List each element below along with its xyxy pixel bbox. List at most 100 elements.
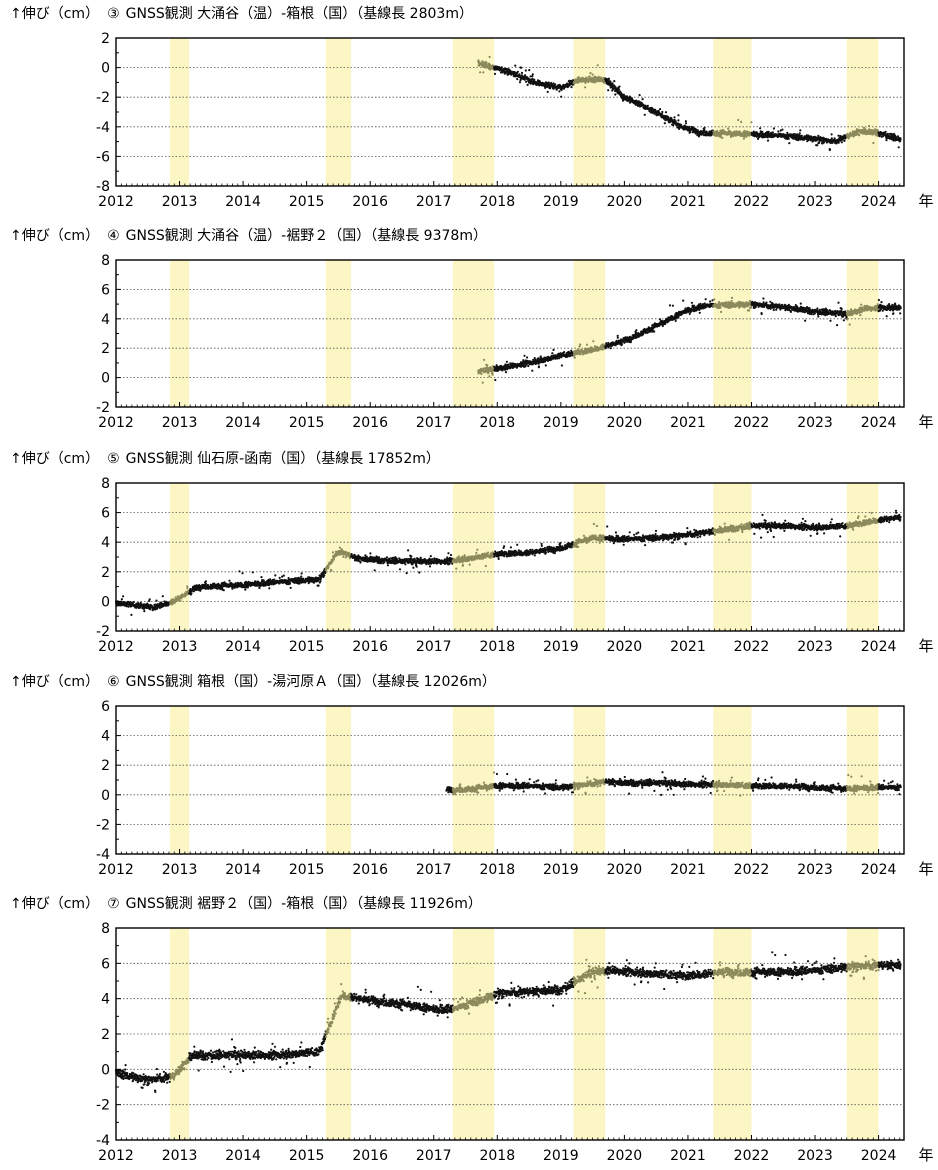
data-point [610, 347, 612, 349]
data-point [525, 69, 527, 71]
data-point [685, 122, 687, 124]
data-point [777, 130, 779, 132]
data-point [618, 86, 620, 88]
data-point [552, 349, 554, 351]
data-point [801, 135, 803, 137]
scatter-series [477, 56, 901, 151]
data-point [672, 305, 674, 307]
data-point [846, 316, 848, 318]
data-point [506, 361, 508, 363]
data-point [729, 307, 731, 309]
x-tick-label: 2023 [797, 194, 833, 210]
data-point [533, 79, 535, 81]
y-tick-label: 4 [101, 312, 110, 328]
data-point [885, 139, 887, 141]
data-point [846, 318, 848, 320]
highlight-band [326, 38, 351, 186]
data-point [228, 580, 230, 582]
x-tick-label: 2012 [98, 415, 134, 431]
data-point [483, 359, 485, 361]
x-tick-label: 2023 [797, 415, 833, 431]
data-point [238, 570, 240, 572]
data-point [860, 304, 862, 306]
data-point [554, 83, 556, 85]
data-point [885, 131, 887, 133]
data-point [205, 580, 207, 582]
data-point [661, 113, 663, 115]
highlight-band [326, 260, 351, 407]
data-point [737, 119, 739, 121]
data-point [849, 323, 851, 325]
data-point [482, 382, 484, 384]
data-point [524, 74, 526, 76]
data-point [156, 608, 158, 610]
data-point [579, 343, 581, 345]
data-point [614, 93, 616, 95]
data-point [613, 80, 615, 82]
x-axis-label: 年 [918, 192, 933, 210]
highlight-band [713, 260, 751, 407]
data-point [528, 69, 530, 71]
highlight-band [326, 483, 351, 631]
data-point [763, 301, 765, 303]
x-tick-label: 2022 [734, 415, 770, 431]
data-point [899, 312, 901, 314]
data-point [662, 325, 664, 327]
highlight-band [847, 483, 879, 631]
y-tick-label: 2 [101, 341, 110, 357]
data-point [731, 297, 733, 299]
data-point [880, 301, 882, 303]
data-point [531, 75, 533, 77]
data-point [719, 307, 721, 309]
data-point [653, 330, 655, 332]
data-point [868, 125, 870, 127]
data-point [699, 303, 701, 305]
plot-frame [116, 260, 904, 407]
data-point [886, 315, 888, 317]
data-point [829, 320, 831, 322]
data-point [143, 610, 145, 612]
data-point [740, 121, 742, 123]
data-point [704, 127, 706, 129]
x-tick-label: 2015 [289, 415, 325, 431]
y-tick-label: -8 [96, 179, 110, 195]
x-tick-label: 2014 [225, 415, 261, 431]
data-point [661, 111, 663, 113]
data-point [587, 352, 589, 354]
y-tick-label: -6 [96, 149, 110, 165]
x-tick-label: 2022 [734, 194, 770, 210]
data-point [838, 142, 840, 144]
data-point [773, 309, 775, 311]
data-point [761, 313, 763, 315]
data-point [501, 66, 503, 68]
data-point [713, 298, 715, 300]
data-point [762, 297, 764, 299]
data-point [519, 81, 521, 83]
x-tick-label: 2015 [289, 194, 325, 210]
data-point [858, 134, 860, 136]
data-point [527, 84, 529, 86]
data-point [631, 97, 633, 99]
x-tick-label: 2019 [543, 194, 579, 210]
data-point [675, 120, 677, 122]
data-point [639, 94, 641, 96]
data-point [122, 595, 124, 597]
data-point [706, 131, 708, 133]
data-point [538, 365, 540, 367]
x-tick-label: 2018 [479, 194, 515, 210]
y-tick-label: 8 [101, 253, 110, 269]
data-point [607, 89, 609, 91]
data-point [129, 601, 131, 603]
data-point [804, 320, 806, 322]
x-tick-label: 2017 [416, 194, 452, 210]
data-point [837, 135, 839, 137]
data-point [621, 343, 623, 345]
data-point [843, 319, 845, 321]
data-point [586, 344, 588, 346]
data-point [551, 352, 553, 354]
data-point [489, 56, 491, 58]
data-point [799, 129, 801, 131]
data-point [650, 331, 652, 333]
